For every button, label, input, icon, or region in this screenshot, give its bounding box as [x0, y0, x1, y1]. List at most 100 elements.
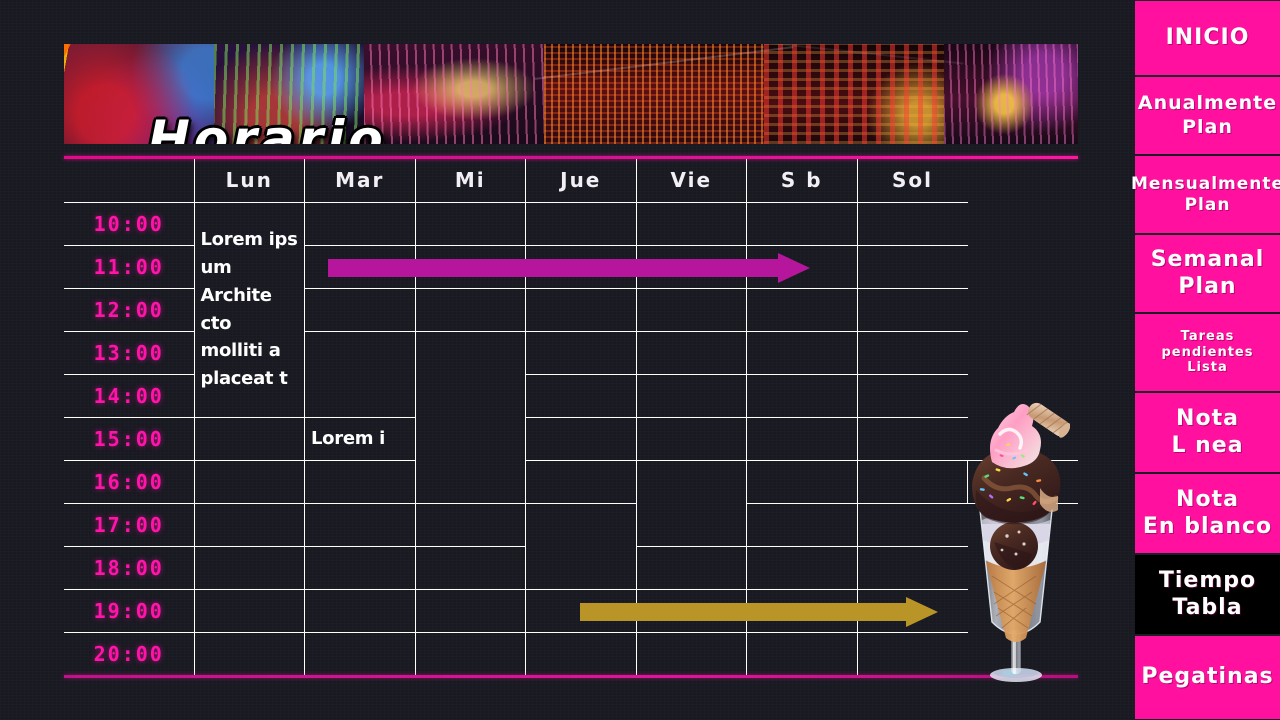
day-header-mar[interactable]: Mar	[304, 159, 416, 203]
slot-dom-1700[interactable]	[856, 502, 968, 547]
table-row: 12:00	[64, 287, 1078, 332]
slot-dom-1800[interactable]	[856, 545, 968, 590]
slot-mar-1100[interactable]	[304, 244, 416, 289]
time-label-1200: 12:00	[64, 287, 195, 332]
slot-mar-1900[interactable]	[304, 588, 416, 633]
slot-sab-1000[interactable]	[746, 201, 858, 246]
event-cell-mar-block[interactable]: Lorem i	[304, 416, 416, 461]
sidebar-item-mensualmente-plan[interactable]: Mensualmente Plan	[1131, 155, 1280, 234]
slot-jue-1800[interactable]	[635, 545, 747, 590]
slot-jue-2000[interactable]	[525, 631, 637, 675]
sidebar-item-semanal-plan[interactable]: Semanal Plan	[1135, 234, 1280, 313]
slot-mie-1200[interactable]	[414, 287, 526, 332]
slot-lun-1500[interactable]	[193, 416, 305, 461]
slot-vie-1900[interactable]	[635, 588, 747, 633]
slot-sab-1300[interactable]	[746, 330, 858, 375]
slot-sab-1900[interactable]	[746, 588, 858, 633]
slot-dom-1400[interactable]	[856, 373, 968, 418]
sidebar-item-nota-en-blanco[interactable]: Nota En blanco	[1135, 473, 1280, 554]
slot-jue-1500[interactable]	[525, 416, 637, 461]
time-label-1100: 11:00	[64, 244, 195, 289]
day-header-vie[interactable]: Vie	[635, 159, 747, 203]
slot-sab-1600[interactable]	[856, 459, 968, 504]
slot-jue-1900[interactable]	[525, 588, 637, 633]
slot-mie-2000[interactable]	[414, 631, 526, 675]
slot-sab-1500[interactable]	[746, 416, 858, 461]
slot-dom-1300[interactable]	[856, 330, 968, 375]
slot-lun-2000[interactable]	[193, 631, 305, 675]
day-header-mie[interactable]: Mi	[414, 159, 526, 203]
day-header-lun[interactable]: Lun	[193, 159, 305, 203]
slot-mar-1200[interactable]	[304, 287, 416, 332]
slot-sab-2000[interactable]	[746, 631, 858, 675]
slot-dom-1000[interactable]	[856, 201, 968, 246]
day-header-jue[interactable]: Jue	[525, 159, 637, 203]
banner-artwork	[64, 44, 1078, 144]
slot-lun-1900[interactable]	[193, 588, 305, 633]
slot-dom-1500[interactable]	[856, 416, 968, 461]
slot-vie-1000[interactable]	[635, 201, 747, 246]
slot-mar-1700[interactable]	[304, 502, 416, 547]
sidebar-item-nota-linea[interactable]: Nota L nea	[1135, 392, 1280, 473]
sidebar-item-inicio[interactable]: INICIO	[1135, 0, 1280, 76]
event-cell-lun-block[interactable]: Lorem ips um Archite cto molliti a place…	[193, 201, 305, 418]
slot-lun-1600[interactable]	[193, 459, 305, 504]
day-header-sab[interactable]: S b	[746, 159, 858, 203]
table-row: 18:00	[64, 545, 1078, 590]
slot-mie-1900[interactable]	[414, 588, 526, 633]
slot-sab-1400[interactable]	[746, 373, 858, 418]
slot-jue-1300[interactable]	[525, 330, 637, 375]
slot-sab-1700[interactable]	[746, 502, 858, 547]
slot-mie-1800[interactable]	[414, 545, 526, 590]
slot-vie-1700-merged[interactable]	[525, 502, 637, 590]
slot-vie-1300[interactable]	[635, 330, 747, 375]
slot-lun-1700[interactable]	[193, 502, 305, 547]
table-header-row: Lun Mar Mi Jue Vie S b Sol	[64, 159, 1078, 203]
time-label-1000: 10:00	[64, 201, 195, 246]
table-row: 13:00	[64, 330, 1078, 504]
sidebar-item-pegatinas[interactable]: Pegatinas	[1135, 635, 1280, 720]
slot-sab-1100[interactable]	[746, 244, 858, 289]
slot-dom-1900[interactable]	[856, 588, 968, 633]
slot-jue-1400[interactable]	[525, 373, 637, 418]
slot-mie-1100[interactable]	[414, 244, 526, 289]
slot-jue-1600-merged[interactable]	[635, 459, 747, 547]
slot-vie-2000[interactable]	[635, 631, 747, 675]
slot-mar-1800[interactable]	[304, 545, 416, 590]
time-label-1400: 14:00	[64, 373, 195, 418]
slot-sab-1200[interactable]	[746, 287, 858, 332]
slot-vie-1200[interactable]	[635, 287, 747, 332]
table-top-rule	[64, 156, 1078, 159]
slot-vie-1500[interactable]	[635, 416, 747, 461]
slot-lun-1800[interactable]	[193, 545, 305, 590]
sidebar-item-tareas-pendientes-lista[interactable]: Tareas pendientes Lista	[1135, 313, 1280, 392]
slot-mar-2000[interactable]	[304, 631, 416, 675]
slot-dom-2000[interactable]	[856, 631, 968, 675]
slot-jue-1200[interactable]	[525, 287, 637, 332]
time-label-1500: 15:00	[64, 416, 195, 461]
slot-mie-1600[interactable]	[525, 459, 637, 504]
slot-jue-1100[interactable]	[525, 244, 637, 289]
slot-dom-1100[interactable]	[856, 244, 968, 289]
sidebar-item-anualmente-plan[interactable]: Anualmente Plan	[1135, 76, 1280, 155]
slot-vie-1600[interactable]	[746, 459, 858, 504]
day-header-dom[interactable]: Sol	[856, 159, 968, 203]
time-label-1800: 18:00	[64, 545, 195, 590]
slot-vie-1400[interactable]	[635, 373, 747, 418]
slot-mar-1000[interactable]	[304, 201, 416, 246]
sidebar-item-tiempo-tabla[interactable]: Tiempo Tabla	[1135, 554, 1280, 635]
slot-mie-1000[interactable]	[414, 201, 526, 246]
table-row: 20:00	[64, 631, 1078, 675]
slot-mar-1300-merged[interactable]	[304, 330, 416, 418]
slot-mie-1300-merged[interactable]	[414, 330, 526, 504]
slot-mie-1700[interactable]	[414, 502, 526, 547]
slot-vie-1100[interactable]	[635, 244, 747, 289]
ice-cream-sundae-sticker[interactable]	[962, 392, 1071, 684]
slot-sab-1800[interactable]	[746, 545, 858, 590]
time-label-2000: 20:00	[64, 631, 195, 675]
table-row: 16:00	[64, 459, 1078, 547]
slot-dom-1200[interactable]	[856, 287, 968, 332]
header-banner-image: Horario	[64, 44, 1078, 144]
slot-jue-1000[interactable]	[525, 201, 637, 246]
slot-mar-1600[interactable]	[304, 459, 416, 504]
